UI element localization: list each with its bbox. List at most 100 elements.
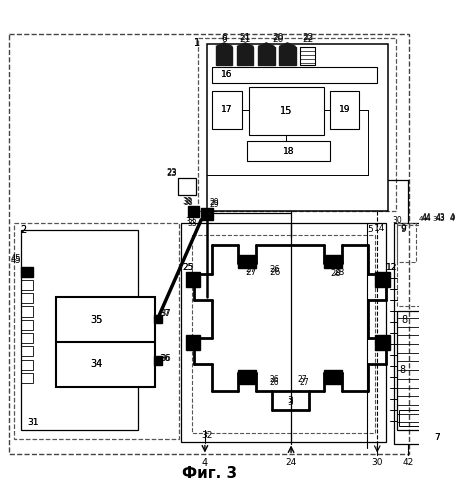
- Text: 8: 8: [402, 314, 408, 324]
- Text: 24: 24: [285, 458, 297, 468]
- Text: 8: 8: [400, 365, 406, 375]
- Text: 43: 43: [435, 214, 445, 224]
- Text: 2: 2: [20, 225, 26, 235]
- Bar: [375, 336, 390, 350]
- Bar: [20, 280, 33, 290]
- Text: 18: 18: [283, 146, 294, 156]
- Text: 45: 45: [11, 254, 21, 263]
- Text: 28: 28: [246, 375, 256, 384]
- Bar: [237, 46, 253, 65]
- Text: 19: 19: [339, 106, 350, 114]
- Bar: [154, 315, 162, 324]
- Text: 3: 3: [287, 398, 293, 406]
- Bar: [192, 236, 375, 432]
- Bar: [397, 226, 455, 306]
- Bar: [212, 66, 377, 83]
- Text: 2: 2: [20, 225, 26, 235]
- Text: 4: 4: [202, 458, 208, 468]
- Bar: [20, 266, 33, 276]
- Bar: [300, 46, 315, 65]
- Text: 38: 38: [182, 197, 192, 206]
- Text: 7: 7: [434, 432, 440, 442]
- Bar: [435, 226, 445, 251]
- Text: 12: 12: [386, 263, 398, 272]
- Text: 29: 29: [209, 200, 219, 208]
- Text: 16: 16: [221, 70, 233, 80]
- Text: 22: 22: [302, 34, 313, 43]
- Bar: [20, 346, 33, 356]
- Bar: [186, 336, 200, 350]
- Bar: [249, 87, 324, 134]
- Text: 33: 33: [185, 217, 195, 226]
- Text: 3: 3: [433, 216, 437, 222]
- Text: 45: 45: [11, 256, 21, 264]
- Text: 7: 7: [434, 432, 440, 442]
- Text: 1: 1: [193, 38, 200, 48]
- Bar: [397, 310, 455, 430]
- Text: 28: 28: [246, 378, 256, 386]
- Polygon shape: [449, 220, 455, 226]
- Bar: [324, 254, 343, 268]
- Text: 27: 27: [299, 378, 309, 386]
- Text: 28: 28: [333, 268, 344, 276]
- Bar: [238, 254, 256, 268]
- Text: 30: 30: [371, 458, 383, 468]
- Bar: [238, 370, 256, 384]
- Bar: [375, 272, 390, 286]
- Bar: [20, 373, 33, 383]
- Text: 6: 6: [221, 33, 227, 42]
- Text: 25: 25: [183, 263, 194, 272]
- Text: 16: 16: [221, 70, 233, 80]
- Text: 34: 34: [91, 358, 103, 368]
- Bar: [14, 224, 179, 439]
- Text: 36: 36: [160, 354, 171, 362]
- Bar: [181, 224, 386, 442]
- Text: 14: 14: [374, 224, 386, 232]
- Text: 15: 15: [280, 106, 293, 116]
- Bar: [421, 226, 431, 251]
- Bar: [216, 46, 233, 65]
- Bar: [324, 370, 343, 384]
- Text: 25: 25: [183, 263, 194, 272]
- Bar: [329, 90, 359, 129]
- Bar: [20, 333, 33, 343]
- Bar: [20, 320, 33, 330]
- Text: 9: 9: [400, 224, 406, 232]
- Bar: [394, 224, 455, 444]
- Text: 1: 1: [193, 38, 200, 48]
- Text: 27: 27: [245, 265, 256, 274]
- Bar: [207, 44, 388, 210]
- Bar: [201, 208, 213, 220]
- Polygon shape: [258, 43, 274, 46]
- Bar: [20, 306, 33, 316]
- Text: 46: 46: [450, 214, 455, 224]
- Bar: [186, 272, 200, 286]
- Text: 27: 27: [245, 268, 257, 276]
- Bar: [258, 46, 274, 65]
- Text: 3: 3: [287, 396, 293, 405]
- Text: 33: 33: [187, 219, 197, 228]
- Text: 21: 21: [239, 34, 251, 43]
- Text: 17: 17: [221, 106, 233, 114]
- Bar: [154, 356, 162, 364]
- Bar: [56, 297, 156, 386]
- Text: 26: 26: [269, 268, 280, 276]
- Bar: [198, 38, 395, 210]
- Text: 27: 27: [297, 375, 307, 384]
- Bar: [20, 266, 33, 276]
- Text: 5: 5: [367, 226, 373, 234]
- Text: 31: 31: [27, 418, 38, 427]
- Text: 26: 26: [270, 375, 279, 384]
- Polygon shape: [435, 220, 445, 226]
- Bar: [279, 46, 296, 65]
- Bar: [20, 360, 33, 370]
- Bar: [247, 141, 329, 161]
- Bar: [20, 230, 138, 430]
- Text: 21: 21: [239, 33, 251, 42]
- Text: 9: 9: [400, 226, 406, 234]
- Text: 26: 26: [270, 378, 279, 386]
- Text: 43: 43: [435, 212, 445, 222]
- Text: 42: 42: [403, 458, 414, 468]
- Text: 18: 18: [283, 146, 294, 156]
- Polygon shape: [279, 43, 296, 46]
